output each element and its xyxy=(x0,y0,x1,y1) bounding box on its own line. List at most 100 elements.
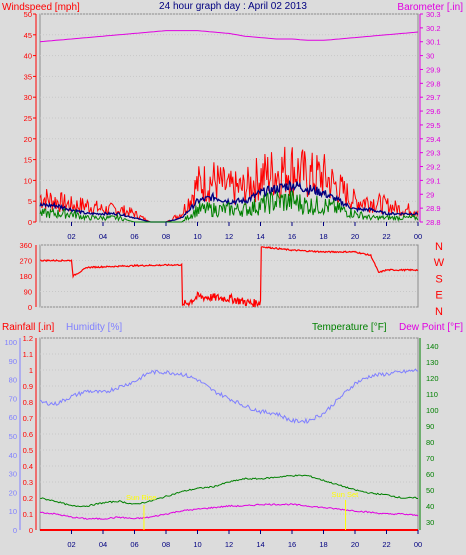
time-tick-label: 10 xyxy=(193,540,201,549)
humidity-tick-label: 50 xyxy=(9,432,17,441)
temp-tick-label: 110 xyxy=(426,390,438,399)
time-tick-label: 10 xyxy=(193,232,201,241)
humidity-tick-label: 80 xyxy=(9,376,17,385)
time-tick-label: 00 xyxy=(414,232,422,241)
temp-tick-label: 120 xyxy=(426,374,439,383)
rain-tick-label: 0.8 xyxy=(23,398,33,407)
baro-tick-label: 29.1 xyxy=(426,176,441,185)
compass-label: N xyxy=(435,306,443,318)
temp-tick-label: 30 xyxy=(426,518,434,527)
time-tick-label: 08 xyxy=(162,232,170,241)
rain-tick-label: 0.9 xyxy=(23,382,33,391)
time-tick-label: 16 xyxy=(288,232,296,241)
wind-tick-label: 50 xyxy=(24,10,32,19)
temp-axis-label: Temperature [°F] xyxy=(312,322,387,333)
gust-wind-series-line xyxy=(39,146,419,223)
compass-label: N xyxy=(435,241,443,253)
temp-tick-label: 50 xyxy=(426,486,434,495)
compass-label: E xyxy=(435,290,442,302)
wind-tick-label: 20 xyxy=(24,135,32,144)
time-tick-label: 18 xyxy=(319,540,327,549)
time-tick-label: 14 xyxy=(256,540,264,549)
temp-tick-label: 70 xyxy=(426,454,434,463)
baro-tick-label: 29 xyxy=(426,190,434,199)
time-tick-label: 22 xyxy=(382,540,390,549)
time-tick-label: 22 xyxy=(382,232,390,241)
compass-label: W xyxy=(434,257,445,269)
dir-tick-label: 90 xyxy=(24,288,32,297)
humidity-tick-label: 90 xyxy=(9,357,17,366)
wind-tick-label: 30 xyxy=(24,93,32,102)
baro-tick-label: 29.6 xyxy=(426,107,441,116)
rain-tick-label: 0 xyxy=(29,526,33,535)
humidity-tick-label: 30 xyxy=(9,470,17,479)
temp-tick-label: 60 xyxy=(426,470,434,479)
wind-tick-label: 40 xyxy=(24,52,32,61)
baro-tick-label: 29.2 xyxy=(426,163,441,172)
temp-tick-label: 40 xyxy=(426,502,434,511)
rain-tick-label: 0.5 xyxy=(23,446,33,455)
time-tick-label: 12 xyxy=(225,540,233,549)
time-tick-label: 14 xyxy=(256,232,264,241)
humidity-tick-label: 10 xyxy=(9,507,17,516)
time-tick-label: 06 xyxy=(130,540,138,549)
time-tick-label: 16 xyxy=(288,540,296,549)
lull-wind-series-line xyxy=(39,190,419,223)
humidity-tick-label: 70 xyxy=(9,394,17,403)
dew-series-line xyxy=(39,503,419,520)
wind-tick-label: 10 xyxy=(24,176,32,185)
wind-tick-label: 25 xyxy=(24,114,32,123)
baro-tick-label: 30 xyxy=(426,52,434,61)
rain-tick-label: 1 xyxy=(29,366,33,375)
time-tick-label: 08 xyxy=(162,540,170,549)
time-tick-label: 00 xyxy=(414,540,422,549)
dir-series-line xyxy=(39,246,419,308)
wind-tick-label: 15 xyxy=(24,156,32,165)
baro-series-line xyxy=(39,30,419,43)
baro-tick-label: 30.1 xyxy=(426,38,441,47)
wind-tick-label: 45 xyxy=(24,31,32,40)
temp-series-line xyxy=(39,474,418,508)
rain-tick-label: 1.1 xyxy=(23,350,33,359)
baro-tick-label: 29.8 xyxy=(426,79,441,88)
humidity-tick-label: 100 xyxy=(4,338,17,347)
humidity-tick-label: 60 xyxy=(9,413,17,422)
time-tick-label: 12 xyxy=(225,232,233,241)
wind-tick-label: 0 xyxy=(28,218,32,227)
time-tick-label: 04 xyxy=(99,232,107,241)
baro-tick-label: 29.3 xyxy=(426,149,441,158)
baro-tick-label: 28.9 xyxy=(426,204,441,213)
wind-axis-label: Windspeed [mph] xyxy=(2,2,80,13)
rain-tick-label: 0.4 xyxy=(23,462,33,471)
baro-tick-label: 29.4 xyxy=(426,135,441,144)
rain-tick-label: 1.2 xyxy=(23,334,33,343)
dew-axis-label: Dew Point [°F] xyxy=(399,322,463,333)
baro-tick-label: 30.2 xyxy=(426,24,441,33)
humidity-tick-label: 20 xyxy=(9,488,17,497)
time-tick-label: 04 xyxy=(99,540,107,549)
dir-tick-label: 270 xyxy=(19,257,32,266)
wind-tick-label: 35 xyxy=(24,72,32,81)
time-tick-label: 06 xyxy=(130,232,138,241)
rain-tick-label: 0.2 xyxy=(23,494,33,503)
time-tick-label: 18 xyxy=(319,232,327,241)
chart-title: 24 hour graph day : April 02 2013 xyxy=(159,1,307,12)
rain-axis-label: Rainfall [.in] xyxy=(2,322,54,333)
temp-tick-label: 140 xyxy=(426,342,439,351)
time-tick-label: 20 xyxy=(351,232,359,241)
sunrise-label: Sun Rise xyxy=(126,493,156,502)
sunset-label: Sun Set xyxy=(332,490,360,499)
baro-tick-label: 30.3 xyxy=(426,10,441,19)
rain-tick-label: 0.6 xyxy=(23,430,33,439)
baro-tick-label: 29.5 xyxy=(426,121,441,130)
rain-tick-label: 0.7 xyxy=(23,414,33,423)
humidity-tick-label: 0 xyxy=(13,526,17,535)
temp-tick-label: 130 xyxy=(426,358,439,367)
time-tick-label: 02 xyxy=(67,232,75,241)
temp-tick-label: 80 xyxy=(426,438,434,447)
time-tick-label: 02 xyxy=(67,540,75,549)
rain-tick-label: 0.1 xyxy=(23,510,33,519)
rain-tick-label: 0.3 xyxy=(23,478,33,487)
